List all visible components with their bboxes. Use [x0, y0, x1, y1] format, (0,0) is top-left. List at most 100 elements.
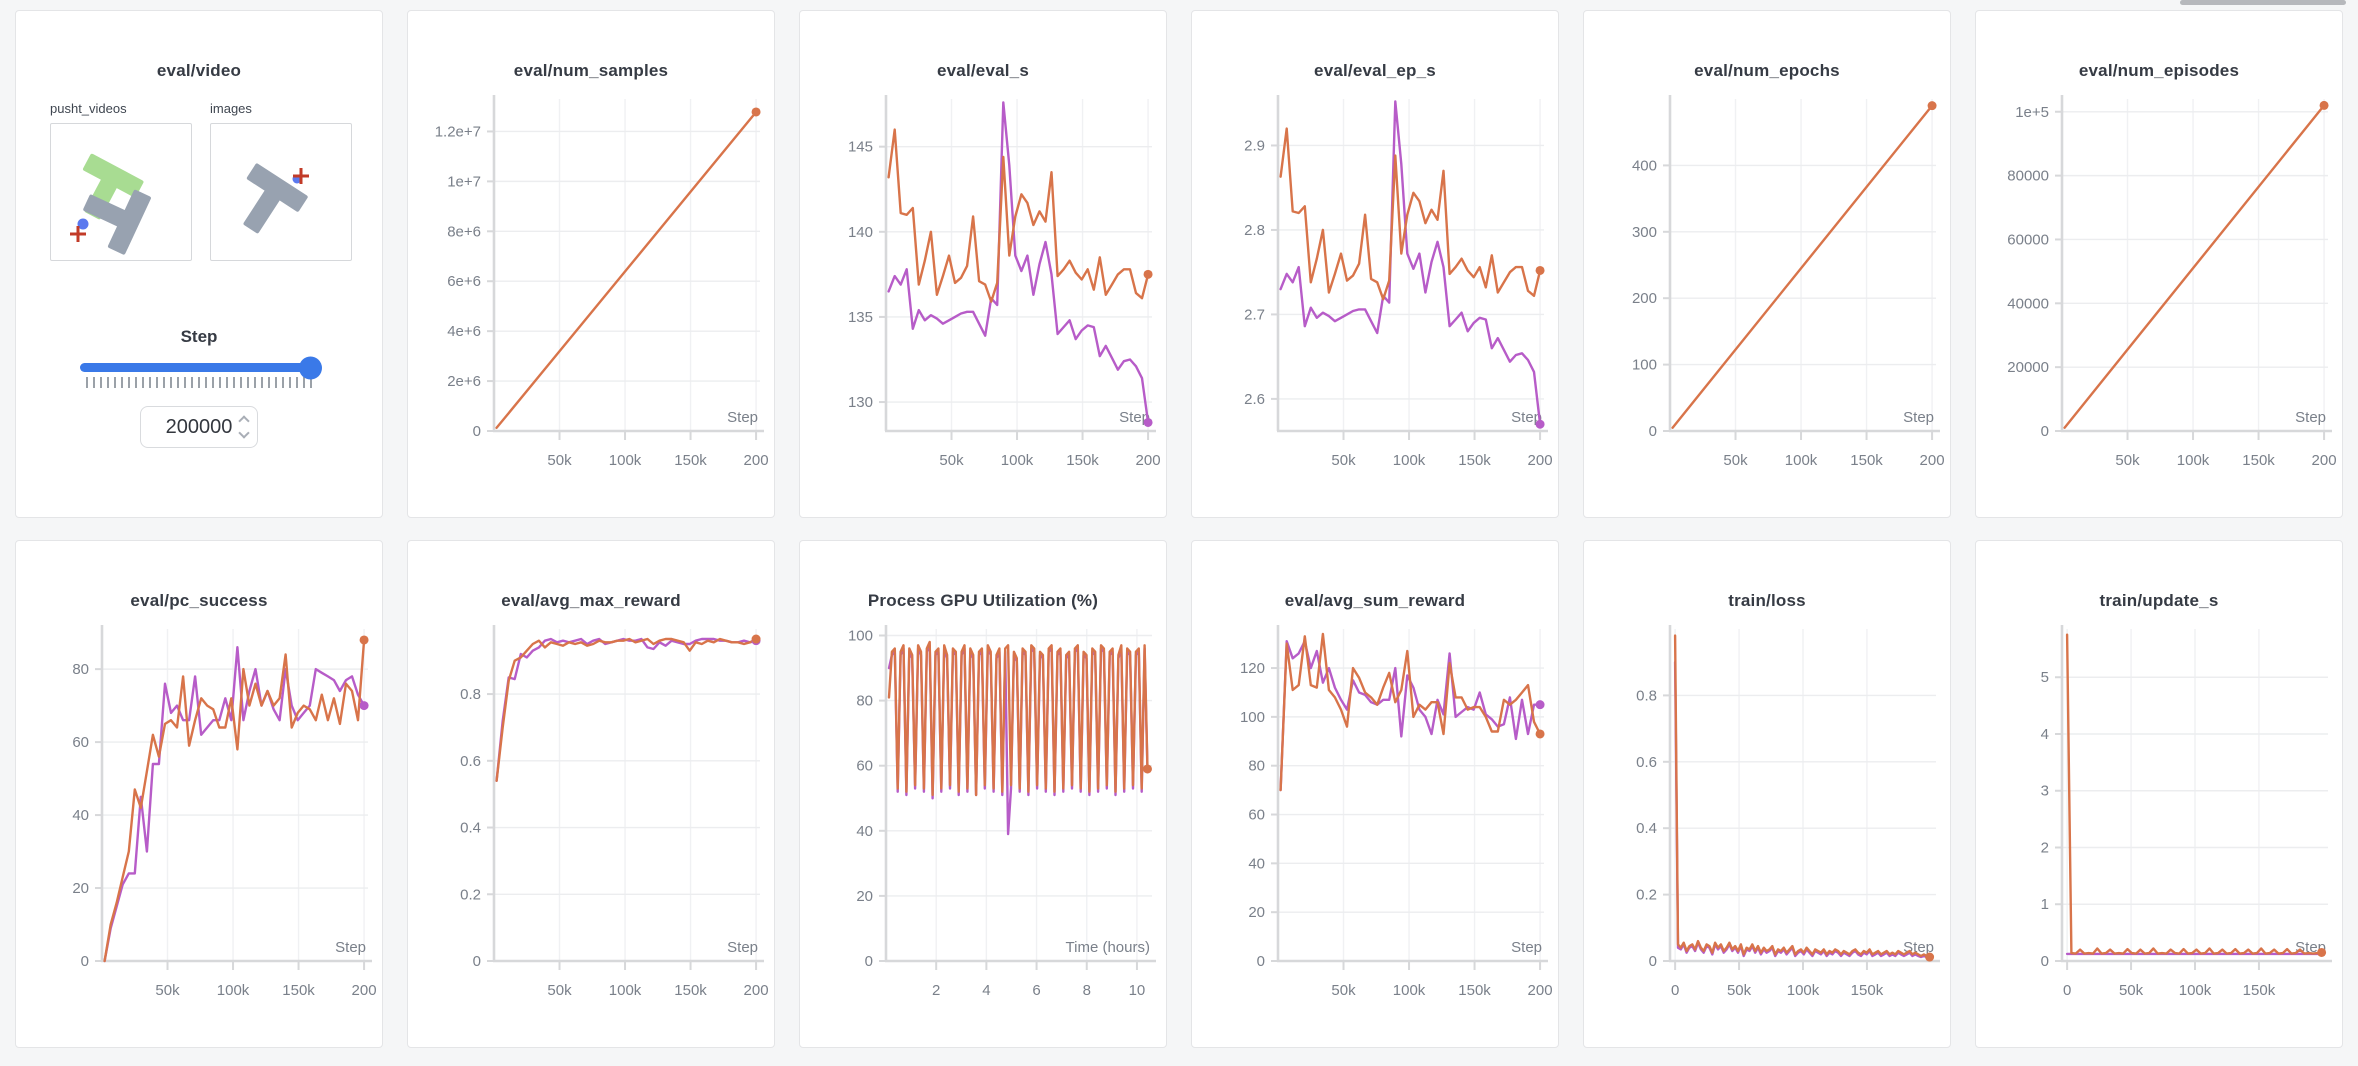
panel-train-loss: train/loss 0 0.2 0.4 0.6 0.8 0 50k 100k 150k Step [1583, 540, 1951, 1048]
svg-text:100k: 100k [1393, 982, 1426, 999]
svg-text:150k: 150k [674, 452, 707, 469]
svg-text:5: 5 [2041, 669, 2049, 686]
panel-title: eval/eval_ep_s [1314, 61, 1436, 80]
svg-text:Step: Step [1511, 409, 1542, 426]
metrics-dashboard: eval/video pusht_videos [15, 10, 2343, 1048]
svg-text:50k: 50k [2115, 452, 2140, 469]
goal-cross [293, 168, 309, 184]
svg-text:100: 100 [1240, 709, 1265, 726]
panel-title: train/update_s [2099, 591, 2219, 610]
media-label: pusht_videos [50, 101, 127, 116]
step-slider-track[interactable] [80, 356, 322, 379]
svg-text:0: 0 [473, 953, 481, 970]
svg-text:80: 80 [72, 661, 89, 678]
svg-text:0: 0 [1671, 982, 1679, 999]
svg-text:6e+6: 6e+6 [447, 273, 481, 290]
panel-eval-eval-s: eval/eval_s 130 135 140 145 50k 100k 150k 200 St… [799, 10, 1167, 518]
svg-text:20: 20 [1248, 904, 1265, 921]
svg-text:80: 80 [1248, 758, 1265, 775]
svg-text:80: 80 [856, 693, 873, 710]
svg-text:0: 0 [1649, 423, 1657, 440]
svg-text:100k: 100k [609, 982, 642, 999]
svg-text:0: 0 [1257, 953, 1265, 970]
agent-dot [77, 218, 89, 230]
svg-text:Step: Step [335, 939, 366, 956]
chart-eval-avg-sum-reward[interactable]: 0 20 40 60 80 100 120 50k 100k 150k 200 Step [1192, 617, 1558, 1017]
panel-title: eval/num_episodes [2078, 61, 2240, 80]
chart-eval-avg-max-reward[interactable]: 0 0.2 0.4 0.6 0.8 50k 100k 150k 200 Step [408, 617, 774, 1017]
svg-text:20: 20 [72, 880, 89, 897]
panel-title: eval/pc_success [130, 591, 268, 610]
svg-text:200: 200 [744, 982, 769, 999]
step-number-input[interactable]: 200000 [140, 406, 258, 448]
chart-gpu-utilization[interactable]: 0 20 40 60 80 100 2 4 6 8 10 Time (hours) [800, 617, 1166, 1017]
chart-eval-num-epochs[interactable]: 0 100 200 300 400 50k 100k 150k 200 Step [1584, 87, 1950, 487]
svg-text:100k: 100k [2179, 982, 2212, 999]
svg-text:50k: 50k [1331, 452, 1356, 469]
svg-text:150k: 150k [1458, 982, 1491, 999]
svg-text:2: 2 [2041, 839, 2049, 856]
chart-eval-num-episodes[interactable]: 0 20000 40000 60000 80000 1e+5 50k 100k 150k 200 S… [1976, 87, 2342, 487]
svg-text:100k: 100k [2177, 452, 2210, 469]
svg-text:40: 40 [1248, 855, 1265, 872]
svg-text:Step: Step [1119, 409, 1150, 426]
goal-cross [70, 226, 86, 242]
horizontal-scrollbar-thumb[interactable] [2180, 0, 2346, 5]
svg-text:0: 0 [2041, 423, 2049, 440]
svg-text:4: 4 [982, 982, 990, 999]
step-slider[interactable] [80, 356, 322, 379]
pusht-video-frame [70, 153, 151, 255]
media-item-pusht-videos: pusht_videos [50, 101, 192, 261]
svg-text:150k: 150k [1850, 452, 1883, 469]
panel-title: eval/num_samples [513, 61, 669, 80]
svg-text:40: 40 [856, 823, 873, 840]
svg-text:1: 1 [2041, 896, 2049, 913]
svg-text:80000: 80000 [2007, 168, 2049, 185]
svg-text:60: 60 [856, 758, 873, 775]
svg-text:20000: 20000 [2007, 359, 2049, 376]
svg-text:Step: Step [1903, 409, 1934, 426]
media-label: images [210, 101, 252, 116]
panel-title: eval/video [156, 61, 242, 80]
chart-eval-pc-success[interactable]: 0 20 40 60 80 50k 100k 150k 200 Step [16, 617, 382, 1017]
svg-text:0: 0 [2063, 982, 2071, 999]
svg-text:135: 135 [848, 309, 873, 326]
gray-t-shape [243, 163, 308, 234]
svg-text:300: 300 [1632, 224, 1657, 241]
svg-text:200: 200 [744, 452, 769, 469]
svg-text:2.8: 2.8 [1244, 222, 1265, 239]
svg-text:140: 140 [848, 224, 873, 241]
svg-text:50k: 50k [2119, 982, 2144, 999]
svg-text:0.8: 0.8 [1636, 687, 1657, 704]
svg-text:50k: 50k [1331, 982, 1356, 999]
svg-text:0: 0 [865, 953, 873, 970]
images-thumbnail[interactable] [210, 123, 352, 261]
svg-text:130: 130 [848, 394, 873, 411]
svg-text:60: 60 [1248, 807, 1265, 824]
svg-text:145: 145 [848, 139, 873, 156]
svg-text:1.2e+7: 1.2e+7 [435, 123, 481, 140]
svg-text:60: 60 [72, 734, 89, 751]
svg-text:0: 0 [2041, 953, 2049, 970]
step-slider-thumb[interactable] [299, 356, 322, 379]
panel-title: eval/avg_max_reward [501, 591, 681, 610]
pusht-video-thumbnail[interactable] [50, 123, 192, 261]
svg-text:2: 2 [932, 982, 940, 999]
svg-text:Time (hours): Time (hours) [1066, 939, 1150, 956]
svg-text:6: 6 [1032, 982, 1040, 999]
panel-eval-avg-sum-reward: eval/avg_sum_reward 0 20 40 60 80 100 120 50k 10… [1191, 540, 1559, 1048]
chart-eval-eval-ep-s[interactable]: 2.6 2.7 2.8 2.9 50k 100k 150k 200 Step [1192, 87, 1558, 487]
svg-text:Step: Step [2295, 409, 2326, 426]
svg-text:100: 100 [1632, 357, 1657, 374]
step-up-icon[interactable] [238, 415, 250, 427]
step-down-icon[interactable] [238, 427, 250, 439]
svg-text:120: 120 [1240, 660, 1265, 677]
chart-eval-eval-s[interactable]: 130 135 140 145 50k 100k 150k 200 Step [800, 87, 1166, 487]
chart-eval-num-samples[interactable]: 0 2e+6 4e+6 6e+6 8e+6 1e+7 1.2e+7 50k 100k 150k 20… [408, 87, 774, 487]
svg-text:200: 200 [2312, 452, 2337, 469]
panel-train-update-s: train/update_s 0 1 2 3 4 5 0 50k 100k 150k Step [1975, 540, 2343, 1048]
svg-text:10: 10 [1129, 982, 1146, 999]
svg-text:0.4: 0.4 [460, 820, 481, 837]
